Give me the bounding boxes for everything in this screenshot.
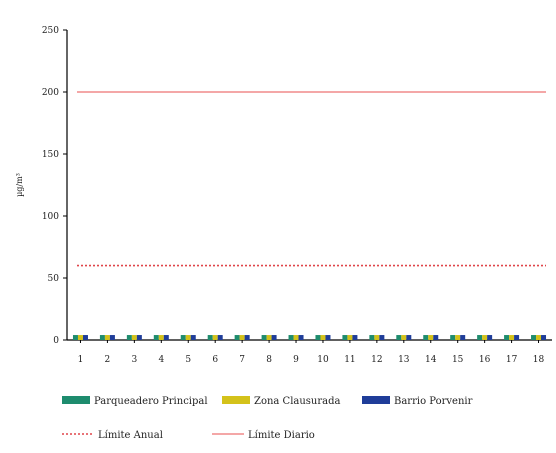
- x-tick-label: 5: [185, 355, 191, 365]
- bar: [406, 335, 412, 340]
- bar: [244, 335, 250, 340]
- x-tick-label: 16: [479, 355, 491, 365]
- bar: [347, 335, 353, 340]
- x-tick-label: 6: [212, 355, 218, 365]
- bar: [325, 335, 331, 340]
- bar: [217, 335, 223, 340]
- y-tick-label: 150: [42, 150, 59, 160]
- bar: [487, 335, 493, 340]
- bar: [369, 335, 375, 340]
- bar: [401, 335, 407, 340]
- legend-swatch: [222, 396, 250, 404]
- bar: [541, 335, 547, 340]
- x-tick-label: 11: [344, 355, 355, 365]
- bar: [266, 335, 272, 340]
- bar: [482, 335, 488, 340]
- bar: [477, 335, 483, 340]
- legend-swatch: [62, 396, 90, 404]
- bar: [428, 335, 434, 340]
- bar: [509, 335, 515, 340]
- bar: [320, 335, 326, 340]
- x-tick-label: 17: [506, 355, 518, 365]
- legend-label: Parqueadero Principal: [94, 396, 208, 407]
- bar: [185, 335, 191, 340]
- legend-label: Límite Diario: [248, 430, 315, 441]
- bar: [163, 335, 169, 340]
- x-tick-label: 10: [317, 355, 329, 365]
- bar: [271, 335, 277, 340]
- bar: [180, 335, 186, 340]
- bar: [450, 335, 456, 340]
- bar: [190, 335, 196, 340]
- x-tick-label: 18: [533, 355, 545, 365]
- bar: [315, 335, 321, 340]
- bar: [234, 335, 240, 340]
- bar: [109, 335, 115, 340]
- bar: [239, 335, 245, 340]
- bar: [131, 335, 137, 340]
- y-tick-label: 200: [42, 88, 59, 98]
- bar: [77, 335, 83, 340]
- x-tick-label: 1: [78, 355, 84, 365]
- bar: [82, 335, 88, 340]
- x-tick-label: 7: [239, 355, 245, 365]
- bar: [531, 335, 537, 340]
- x-tick-label: 2: [105, 355, 111, 365]
- bar: [261, 335, 267, 340]
- bar: [396, 335, 402, 340]
- bar: [212, 335, 218, 340]
- bar: [72, 335, 78, 340]
- bar: [455, 335, 461, 340]
- x-tick-label: 13: [398, 355, 410, 365]
- y-tick-label: 50: [48, 274, 60, 284]
- x-tick-label: 9: [293, 355, 299, 365]
- bar: [104, 335, 110, 340]
- x-tick-label: 12: [371, 355, 382, 365]
- bar: [298, 335, 304, 340]
- bar: [153, 335, 159, 340]
- bar: [158, 335, 164, 340]
- legend-swatch: [362, 396, 390, 404]
- x-tick-label: 8: [266, 355, 272, 365]
- bar: [374, 335, 380, 340]
- bar: [514, 335, 520, 340]
- legend-label: Zona Clausurada: [254, 396, 341, 407]
- x-tick-label: 14: [425, 355, 437, 365]
- bar: [433, 335, 439, 340]
- bar: [99, 335, 105, 340]
- x-tick-label: 3: [131, 355, 137, 365]
- bar: [352, 335, 358, 340]
- bar: [423, 335, 429, 340]
- legend-label: Barrio Porvenir: [394, 396, 473, 407]
- y-tick-label: 0: [53, 336, 59, 346]
- bar: [126, 335, 132, 340]
- bar: [379, 335, 385, 340]
- bar: [536, 335, 542, 340]
- bar: [342, 335, 348, 340]
- y-tick-label: 250: [42, 26, 59, 36]
- x-tick-label: 15: [452, 355, 464, 365]
- bar: [460, 335, 466, 340]
- bar: [136, 335, 142, 340]
- bar: [207, 335, 213, 340]
- legend-label: Límite Anual: [98, 430, 163, 441]
- y-tick-label: 100: [42, 212, 59, 222]
- bar: [293, 335, 299, 340]
- x-tick-label: 4: [158, 355, 164, 365]
- bar: [288, 335, 294, 340]
- bar: [504, 335, 510, 340]
- y-axis-title: µg/m³: [15, 173, 24, 197]
